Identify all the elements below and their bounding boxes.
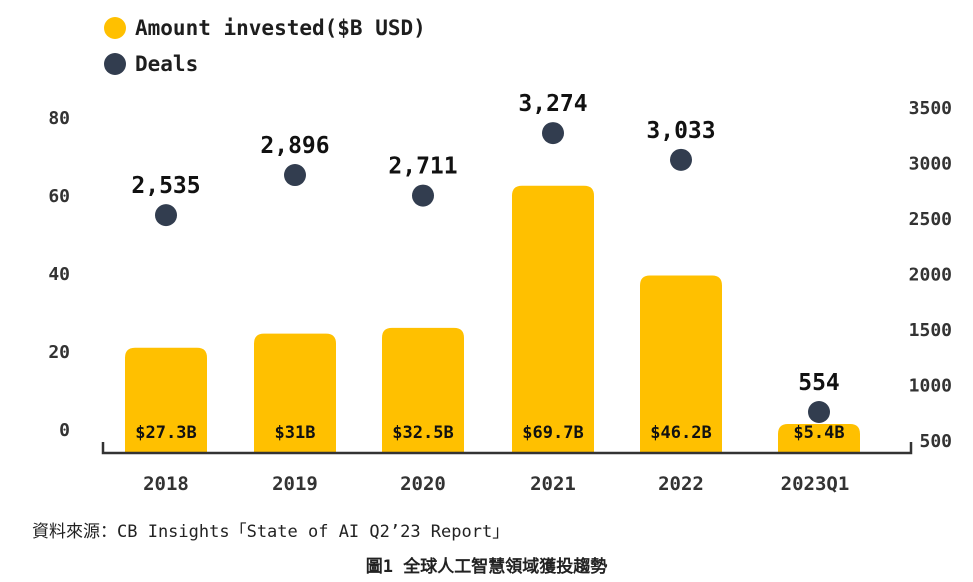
- bar: [512, 185, 594, 452]
- figure-caption: 圖1 全球人工智慧領域獲投趨勢: [365, 557, 608, 577]
- bar: [640, 275, 722, 452]
- deals-series: [155, 122, 830, 423]
- legend-swatch-amount: [104, 17, 126, 39]
- left-axis-tick: 60: [48, 186, 70, 207]
- chart-legend: Amount invested($B USD) Deals: [104, 10, 426, 82]
- right-axis-tick: 2000: [909, 265, 952, 286]
- bar-value-label: $32.5B: [392, 423, 453, 443]
- deals-point: [155, 204, 177, 227]
- bar-value-label: $69.7B: [522, 423, 583, 443]
- legend-label-amount: Amount invested($B USD): [135, 16, 426, 40]
- right-axis-tick: 3000: [909, 154, 952, 175]
- bar-value-labels: $27.3B $31B $32.5B $69.7B $46.2B $5.4B: [135, 423, 844, 443]
- bar-series: [125, 185, 860, 452]
- bar-value-label: $27.3B: [135, 423, 196, 443]
- deals-value-labels: 2,535 2,896 2,711 3,274 3,033 554: [131, 91, 839, 396]
- right-axis-tick: 2500: [909, 209, 952, 230]
- legend-swatch-deals: [104, 53, 126, 75]
- bar-value-label: $5.4B: [793, 423, 844, 443]
- bar: [254, 333, 336, 452]
- deals-value-label: 3,033: [646, 118, 715, 144]
- x-axis-tick-label: 2022: [658, 473, 704, 495]
- left-axis-tick: 0: [59, 420, 70, 441]
- deals-point: [542, 122, 564, 145]
- deals-value-label: 2,535: [131, 173, 200, 199]
- deals-value-label: 3,274: [518, 91, 587, 117]
- deals-value-label: 2,711: [388, 154, 457, 180]
- bar: [382, 327, 464, 452]
- bar-value-label: $31B: [275, 423, 316, 443]
- bar: [778, 424, 860, 452]
- deals-point: [284, 164, 306, 187]
- x-axis-tick-labels: 2018 2019 2020 2021 2022 2023Q1: [143, 473, 849, 495]
- bar-value-label: $46.2B: [650, 423, 711, 443]
- x-axis-tick-label: 2018: [143, 473, 189, 495]
- legend-label-deals: Deals: [135, 52, 199, 76]
- deals-point: [412, 184, 434, 207]
- deals-value-label: 2,896: [260, 133, 329, 159]
- right-axis-tick: 3500: [909, 98, 952, 119]
- right-axis-tick: 500: [919, 431, 952, 452]
- x-axis-tick-label: 2020: [400, 473, 446, 495]
- left-axis: 80 60 40 20 0: [48, 108, 70, 441]
- bar: [125, 347, 207, 452]
- deals-point: [808, 401, 830, 423]
- x-axis-tick-label: 2019: [272, 473, 318, 495]
- left-axis-tick: 80: [48, 108, 70, 129]
- x-axis-line: [101, 442, 913, 455]
- deals-point: [670, 148, 692, 171]
- right-axis-tick: 1500: [909, 320, 952, 341]
- deals-value-label: 554: [798, 370, 840, 396]
- left-axis-tick: 40: [48, 264, 70, 285]
- source-note: 資料來源：CB Insights「State of AI Q2’23 Repor…: [32, 522, 510, 542]
- x-axis-tick-label: 2023Q1: [781, 473, 850, 495]
- legend-item-amount: Amount invested($B USD): [104, 10, 426, 46]
- chart-plot: 80 60 40 20 0 3500 3000 2500 2000 1500 1000 500 $2…: [48, 91, 952, 495]
- left-axis-tick: 20: [48, 342, 70, 363]
- x-axis-tick-label: 2021: [530, 473, 576, 495]
- right-axis: 3500 3000 2500 2000 1500 1000 500: [909, 98, 952, 452]
- right-axis-tick: 1000: [909, 376, 952, 397]
- legend-item-deals: Deals: [104, 46, 426, 82]
